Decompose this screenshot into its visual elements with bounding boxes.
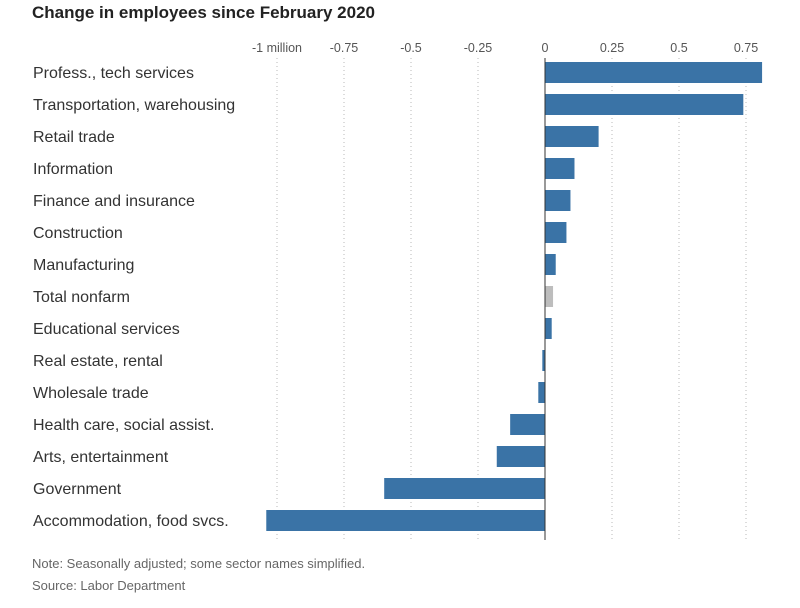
bar — [545, 126, 599, 147]
category-label: Educational services — [33, 321, 180, 338]
bar — [384, 478, 545, 499]
category-label: Transportation, warehousing — [33, 97, 235, 114]
x-tick-label: 0.25 — [600, 41, 624, 55]
x-tick-label: -1 million — [252, 41, 302, 55]
bar — [545, 158, 575, 179]
bar — [542, 350, 545, 371]
bars — [266, 62, 763, 531]
category-label: Finance and insurance — [33, 193, 195, 210]
chart-note: Note: Seasonally adjusted; some sector n… — [32, 556, 366, 571]
bar — [496, 446, 545, 467]
bar — [266, 510, 545, 531]
category-labels: Profess., tech services Transportation, w… — [33, 65, 235, 530]
category-label: Arts, entertainment — [33, 449, 169, 466]
category-label: Wholesale trade — [33, 385, 149, 402]
chart-title: Change in employees since February 2020 — [32, 3, 375, 22]
x-tick-label: 0.5 — [670, 41, 687, 55]
bar — [545, 62, 763, 83]
category-label: Government — [33, 481, 122, 498]
bar — [545, 94, 744, 115]
category-label: Accommodation, food svcs. — [33, 513, 229, 530]
x-tick-label: -0.75 — [330, 41, 359, 55]
category-label: Profess., tech services — [33, 65, 194, 82]
bar — [545, 318, 552, 339]
bar-chart: -1 million -0.75 -0.5 -0.25 0 0.25 0.5 0.75 Pro… — [33, 41, 763, 540]
category-label: Construction — [33, 225, 123, 242]
x-tick-label: -0.5 — [400, 41, 422, 55]
category-label: Retail trade — [33, 129, 115, 146]
x-axis-ticks: -1 million -0.75 -0.5 -0.25 0 0.25 0.5 0.75 — [252, 41, 758, 55]
bar — [538, 382, 545, 403]
category-label: Health care, social assist. — [33, 417, 214, 434]
category-label: Information — [33, 161, 113, 178]
category-label: Manufacturing — [33, 257, 134, 274]
gridlines — [276, 58, 747, 540]
bar — [545, 190, 571, 211]
category-label: Real estate, rental — [33, 353, 163, 370]
x-tick-label: -0.25 — [464, 41, 493, 55]
x-tick-label: 0.75 — [734, 41, 758, 55]
x-tick-label: 0 — [542, 41, 549, 55]
category-label: Total nonfarm — [33, 289, 130, 306]
bar — [545, 286, 554, 307]
bar — [510, 414, 545, 435]
bar — [545, 254, 556, 275]
bar — [545, 222, 567, 243]
chart-source: Source: Labor Department — [32, 578, 186, 593]
